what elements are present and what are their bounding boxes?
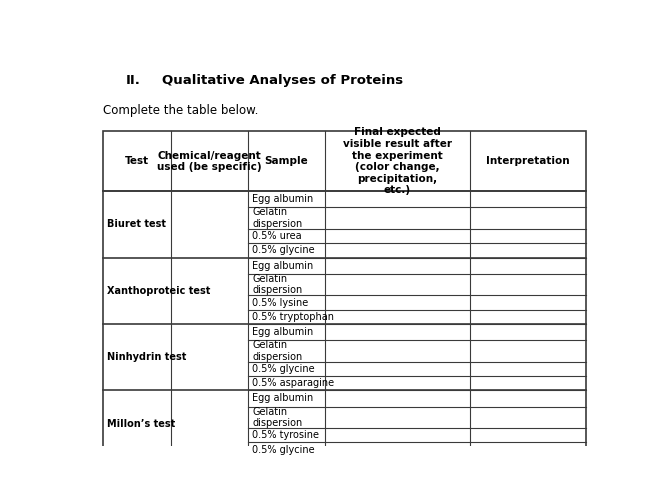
Text: Egg albumin: Egg albumin: [252, 327, 313, 337]
Text: Egg albumin: Egg albumin: [252, 393, 313, 403]
Text: II.: II.: [125, 74, 140, 87]
Text: Ninhydrin test: Ninhydrin test: [107, 352, 187, 362]
Text: Biuret test: Biuret test: [107, 219, 166, 229]
Text: 0.5% glycine: 0.5% glycine: [252, 444, 314, 454]
Text: Qualitative Analyses of Proteins: Qualitative Analyses of Proteins: [162, 74, 403, 87]
Text: Egg albumin: Egg albumin: [252, 261, 313, 271]
Text: Complete the table below.: Complete the table below.: [103, 105, 259, 117]
Text: Test: Test: [125, 156, 149, 166]
Text: Egg albumin: Egg albumin: [252, 194, 313, 204]
Text: 0.5% glycine: 0.5% glycine: [252, 245, 314, 256]
Text: 0.5% tyrosine: 0.5% tyrosine: [252, 430, 319, 440]
Text: Chemical/reagent
used (be specific): Chemical/reagent used (be specific): [157, 151, 261, 172]
Text: 0.5% asparagine: 0.5% asparagine: [252, 378, 334, 388]
Text: 0.5% lysine: 0.5% lysine: [252, 298, 308, 308]
Text: Gelatin
dispersion: Gelatin dispersion: [252, 207, 303, 229]
Text: 0.5% urea: 0.5% urea: [252, 231, 302, 241]
Text: Millon’s test: Millon’s test: [107, 418, 175, 428]
Text: Gelatin
dispersion: Gelatin dispersion: [252, 340, 303, 362]
Text: Sample: Sample: [265, 156, 308, 166]
Text: Gelatin
dispersion: Gelatin dispersion: [252, 274, 303, 296]
Bar: [103, 131, 586, 457]
Text: Xanthoproteic test: Xanthoproteic test: [107, 286, 211, 296]
Text: Final expected
visible result after
the experiment
(color change,
precipitation,: Final expected visible result after the …: [343, 127, 452, 195]
Text: 0.5% glycine: 0.5% glycine: [252, 364, 314, 374]
Text: 0.5% tryptophan: 0.5% tryptophan: [252, 312, 334, 322]
Text: Gelatin
dispersion: Gelatin dispersion: [252, 406, 303, 428]
Text: Interpretation: Interpretation: [486, 156, 569, 166]
